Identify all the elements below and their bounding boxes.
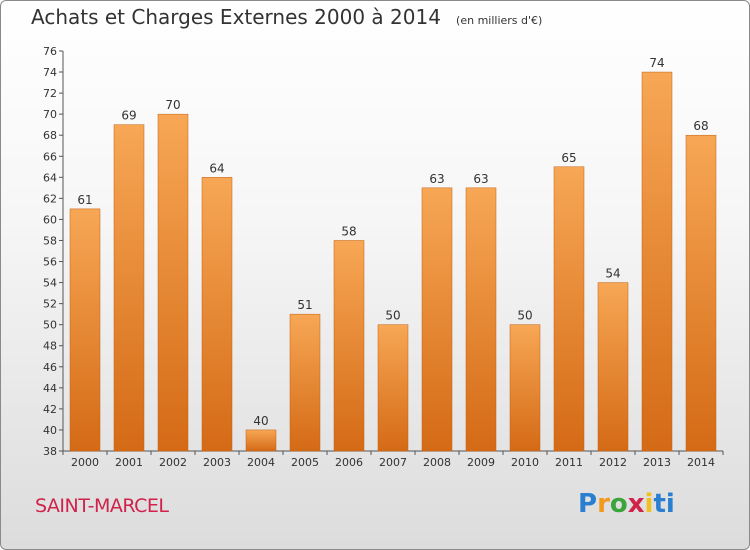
y-tick-label: 72 bbox=[43, 87, 57, 100]
y-tick-label: 54 bbox=[43, 277, 57, 290]
location-name: SAINT-MARCEL bbox=[35, 495, 169, 517]
data-labels: 61 69 70 64 40 51 58 50 63 63 50 65 54 74 68 bbox=[77, 56, 708, 428]
x-tick-label: 2009 bbox=[467, 456, 495, 469]
bar-2010 bbox=[509, 324, 541, 452]
x-tick-label: 2003 bbox=[203, 456, 231, 469]
x-tick-label: 2004 bbox=[247, 456, 275, 469]
data-label-2010: 50 bbox=[517, 309, 532, 323]
y-tick-label: 58 bbox=[43, 234, 57, 247]
data-label-2004: 40 bbox=[253, 414, 268, 428]
data-label-2014: 68 bbox=[693, 119, 708, 133]
x-tick-label: 2007 bbox=[379, 456, 407, 469]
y-tick-label: 48 bbox=[43, 340, 57, 353]
bar-2014 bbox=[685, 134, 717, 452]
bars bbox=[69, 71, 717, 452]
x-tick-label: 2008 bbox=[423, 456, 451, 469]
logo-letter: o bbox=[609, 489, 628, 519]
data-label-2000: 61 bbox=[77, 193, 92, 207]
bar-2004 bbox=[245, 429, 277, 452]
x-tick-label: 2001 bbox=[115, 456, 143, 469]
y-tick-label: 40 bbox=[43, 424, 57, 437]
x-tick-label: 2000 bbox=[71, 456, 99, 469]
chart-subtitle: (en milliers d'€) bbox=[456, 14, 543, 27]
data-label-2002: 70 bbox=[165, 98, 180, 112]
y-tick-label: 76 bbox=[43, 45, 57, 58]
bar-2007 bbox=[377, 324, 409, 452]
bar-2003 bbox=[201, 177, 233, 452]
x-tick-label: 2002 bbox=[159, 456, 187, 469]
y-tick-label: 62 bbox=[43, 192, 57, 205]
y-tick-label: 70 bbox=[43, 108, 57, 121]
data-label-2005: 51 bbox=[297, 298, 312, 312]
bar-2009 bbox=[465, 187, 497, 452]
y-tick-label: 64 bbox=[43, 171, 57, 184]
y-tick-label: 52 bbox=[43, 298, 57, 311]
axes: 38 40 42 44 46 48 50 52 54 56 58 60 62 64 66 68 70 72 74 76… bbox=[43, 45, 724, 469]
data-label-2011: 65 bbox=[561, 151, 576, 165]
bar-2000 bbox=[69, 208, 101, 452]
x-tick-label: 2010 bbox=[511, 456, 539, 469]
proxiti-logo[interactable]: Proxiti bbox=[578, 489, 675, 519]
data-label-2012: 54 bbox=[605, 267, 620, 281]
bar-2005 bbox=[289, 313, 321, 452]
x-tick-label: 2011 bbox=[555, 456, 583, 469]
data-label-2001: 69 bbox=[121, 109, 136, 123]
bar-2013 bbox=[641, 71, 673, 452]
y-tick-label: 46 bbox=[43, 361, 57, 374]
bar-2008 bbox=[421, 187, 453, 452]
title-row: Achats et Charges Externes 2000 à 2014 (… bbox=[31, 5, 542, 29]
data-label-2013: 74 bbox=[649, 56, 664, 70]
bar-2001 bbox=[113, 124, 145, 452]
bar-2011 bbox=[553, 166, 585, 452]
x-tick-label: 2014 bbox=[687, 456, 715, 469]
data-label-2008: 63 bbox=[429, 172, 444, 186]
y-tick-label: 68 bbox=[43, 129, 57, 142]
bar-2012 bbox=[597, 282, 629, 452]
logo-letter: i bbox=[644, 489, 654, 519]
y-tick-label: 56 bbox=[43, 256, 57, 269]
data-label-2003: 64 bbox=[209, 161, 224, 175]
logo-letter: P bbox=[578, 489, 598, 519]
chart-title: Achats et Charges Externes 2000 à 2014 bbox=[31, 5, 441, 29]
logo-letter: x bbox=[627, 489, 645, 519]
y-tick-label: 74 bbox=[43, 66, 57, 79]
y-tick-label: 60 bbox=[43, 213, 57, 226]
y-tick-label: 44 bbox=[43, 382, 57, 395]
x-tick-label: 2013 bbox=[643, 456, 671, 469]
y-tick-label: 66 bbox=[43, 150, 57, 163]
y-tick-label: 42 bbox=[43, 403, 57, 416]
data-label-2009: 63 bbox=[473, 172, 488, 186]
y-tick-label: 50 bbox=[43, 319, 57, 332]
y-tick-label: 38 bbox=[43, 445, 57, 458]
data-label-2007: 50 bbox=[385, 309, 400, 323]
logo-letter: r bbox=[597, 489, 610, 519]
x-tick-label: 2006 bbox=[335, 456, 363, 469]
data-label-2006: 58 bbox=[341, 224, 356, 238]
x-tick-label: 2005 bbox=[291, 456, 319, 469]
logo-letter: ti bbox=[653, 489, 675, 519]
bar-2002 bbox=[157, 113, 189, 452]
bar-2006 bbox=[333, 240, 365, 452]
x-tick-label: 2012 bbox=[599, 456, 627, 469]
